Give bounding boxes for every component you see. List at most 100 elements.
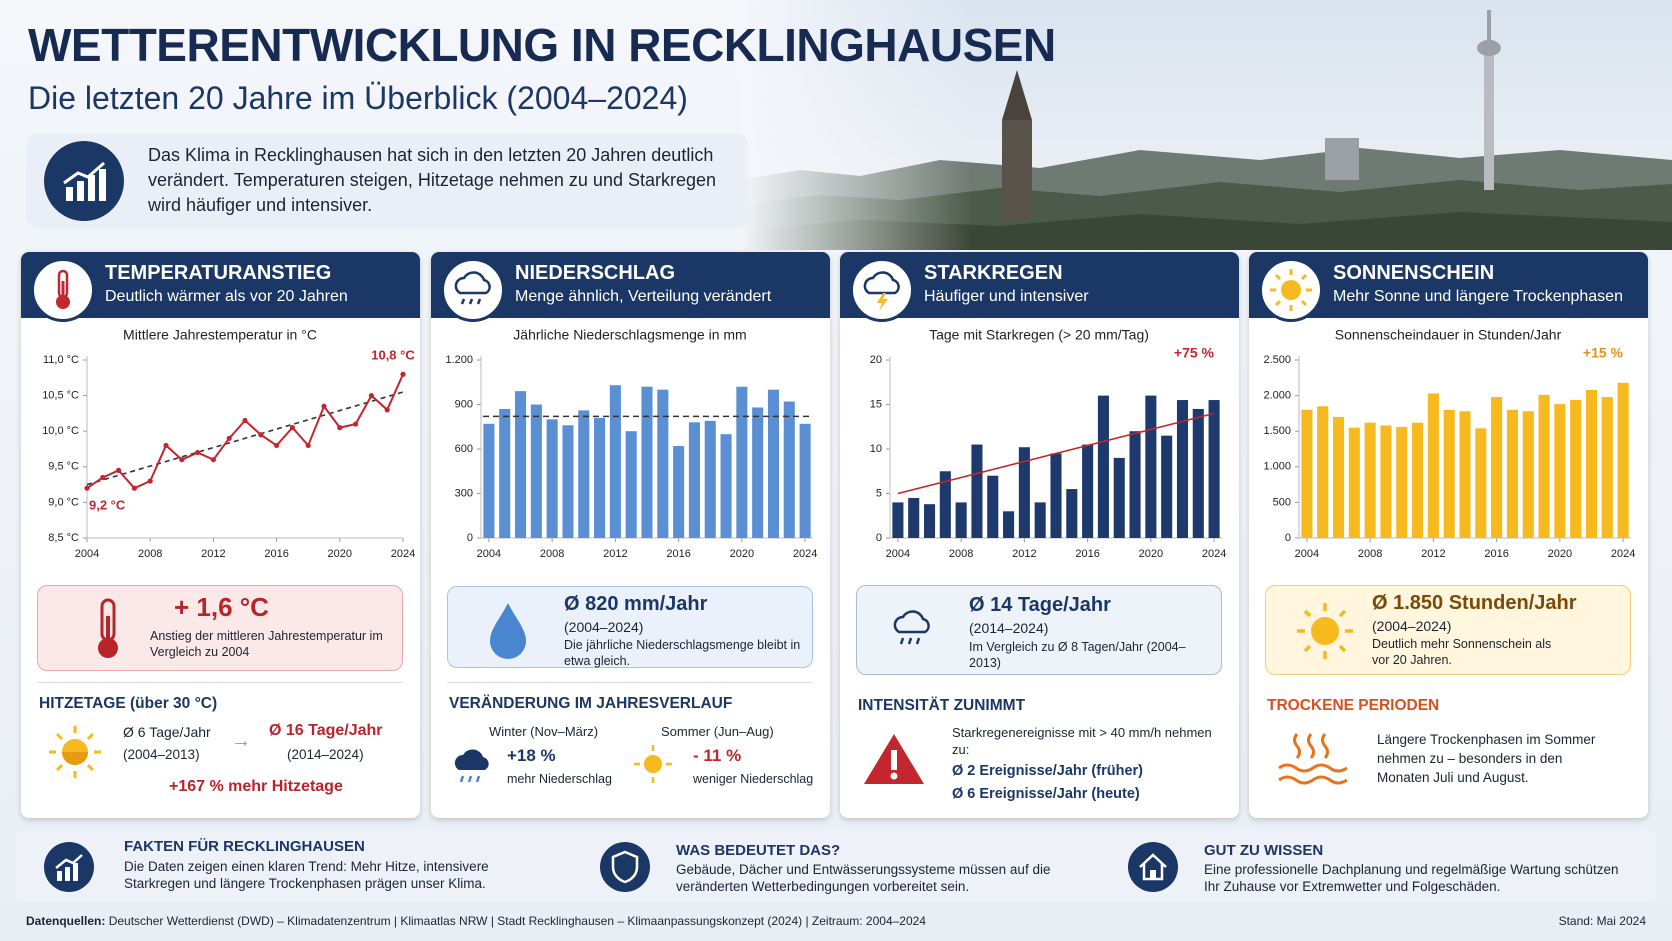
- stat-box: Ø 1.850 Stunden/Jahr (2004–2024) Deutlic…: [1265, 585, 1631, 675]
- house-icon: [1128, 842, 1178, 892]
- section-title: TROCKENE PERIODEN: [1267, 697, 1440, 714]
- point: [100, 474, 106, 481]
- heat-icon: [1278, 733, 1348, 785]
- x-tick-label: 2004: [886, 548, 910, 560]
- x-tick-label: 2024: [1611, 548, 1635, 560]
- arrow: →: [231, 730, 251, 752]
- bar: [688, 422, 700, 538]
- section-title: VERÄNDERUNG IM JAHRESVERLAUF: [449, 695, 733, 712]
- stat-box: Ø 820 mm/Jahr (2004–2024) Die jährliche …: [447, 586, 813, 668]
- x-tick-label: 2016: [666, 548, 690, 560]
- y-tick-label: 10,0 °C: [42, 425, 79, 437]
- fact-title: GUT ZU WISSEN: [1204, 842, 1324, 859]
- y-tick-label: 2.500: [1263, 354, 1291, 366]
- thermometer-icon: [31, 258, 95, 322]
- y-tick-label: 9,0 °C: [48, 496, 79, 508]
- x-tick-label: 2020: [328, 548, 352, 560]
- x-tick-label: 2004: [477, 548, 501, 560]
- bar: [799, 423, 811, 538]
- bar: [1570, 399, 1582, 538]
- trend-line: [86, 391, 404, 486]
- intro-icon: [44, 141, 124, 221]
- x-tick-label: 2024: [793, 548, 817, 560]
- x-tick-label: 2012: [1421, 548, 1445, 560]
- value-label: 9,2 °C: [89, 498, 126, 513]
- bar: [1427, 393, 1439, 538]
- y-tick-label: 500: [1273, 496, 1291, 508]
- bar: [546, 419, 558, 538]
- summer-icon: [634, 745, 672, 783]
- title: WETTERENTWICKLUNG IN RECKLINGHAUSEN: [28, 19, 1056, 71]
- bar: [1018, 447, 1030, 538]
- bar: [1161, 435, 1173, 538]
- fact-text: Eine professionelle Dachplanung und rege…: [1204, 862, 1619, 894]
- stat-note: Anstieg der mittleren Jahrestemperatur i…: [150, 629, 383, 659]
- stat-box: + 1,6 °C Anstieg der mittleren Jahrestem…: [37, 585, 403, 671]
- point: [368, 393, 374, 399]
- y-tick-label: 10,5 °C: [42, 390, 79, 402]
- bar: [1034, 502, 1046, 538]
- bar: [1332, 416, 1345, 538]
- precipitation-chart: Jährliche Niederschlagsmenge in mm 0 300 60…: [445, 327, 817, 560]
- winter-label: Winter (Nov–März): [489, 724, 599, 739]
- point: [147, 478, 153, 484]
- fact-title: FAKTEN FÜR RECKLINGHAUSEN: [124, 838, 365, 855]
- stat-value: Ø 1.850 Stunden/Jahr: [1372, 592, 1577, 614]
- x-tick-label: 2008: [540, 548, 564, 560]
- fact-text: Gebäude, Dächer und Entwässerungssysteme…: [676, 862, 1051, 894]
- intensity-intro: Starkregenereignisse mit > 40 mm/h nehme…: [952, 725, 1212, 757]
- chart-title: Mittlere Jahrestemperatur in °C: [123, 327, 317, 343]
- summer-label: Sommer (Jun–Aug): [661, 724, 774, 739]
- point: [321, 403, 327, 409]
- y-tick-label: 11,0 °C: [43, 354, 79, 366]
- bar: [1491, 397, 1503, 538]
- rain-icon: [441, 258, 505, 322]
- hot-days-result: +167 % mehr Hitzetage: [169, 778, 343, 795]
- bar: [955, 502, 967, 538]
- y-tick-label: 1.200: [445, 354, 473, 366]
- bar: [530, 404, 542, 538]
- bar: [1145, 395, 1157, 538]
- bar: [673, 446, 685, 538]
- intro-text: Das Klima in Recklinghausen hat sich in …: [148, 145, 717, 215]
- x-tick-label: 2012: [1012, 548, 1036, 560]
- warning-icon: [864, 734, 924, 784]
- bar: [1475, 428, 1487, 538]
- bar: [1585, 389, 1598, 538]
- bar: [578, 410, 590, 538]
- stat-value: Ø 14 Tage/Jahr: [969, 594, 1111, 616]
- stat-period: (2004–2024): [564, 619, 644, 635]
- dry-text: Längere Trockenphasen im Sommer nehmen z…: [1377, 732, 1596, 785]
- bar: [1301, 409, 1313, 538]
- chart-title: Tage mit Starkregen (> 20 mm/Tag): [929, 327, 1149, 343]
- facts-icon: [44, 842, 94, 892]
- chart-title: Sonnenscheindauer in Stunden/Jahr: [1335, 327, 1562, 343]
- bar: [499, 408, 511, 538]
- bar: [1082, 444, 1094, 538]
- bar: [1459, 411, 1471, 538]
- bar: [1348, 427, 1360, 538]
- x-tick-label: 2020: [1548, 548, 1572, 560]
- x-tick-label: 2004: [1295, 548, 1319, 560]
- bar: [1364, 422, 1376, 538]
- bar: [1538, 394, 1550, 538]
- bar: [971, 444, 983, 538]
- winter-note: mehr Niederschlag: [507, 772, 612, 786]
- bar: [1129, 431, 1141, 538]
- winter-icon: [454, 749, 489, 783]
- hot-days-before-period: (2004–2013): [123, 747, 200, 762]
- point: [384, 407, 390, 413]
- point: [289, 425, 295, 431]
- bar: [1317, 406, 1329, 538]
- bar: [908, 497, 920, 538]
- bar: [1443, 409, 1455, 538]
- bar: [1208, 400, 1220, 538]
- bar: [736, 386, 748, 538]
- hot-days-after: Ø 16 Tage/Jahr: [269, 722, 383, 739]
- y-tick-label: 1.000: [1263, 461, 1291, 473]
- x-tick-label: 2020: [1139, 548, 1163, 560]
- panel-subtitle: Menge ähnlich, Verteilung verändert: [515, 288, 772, 305]
- y-tick-label: 600: [455, 443, 473, 455]
- panel-title: SONNENSCHEIN: [1333, 262, 1495, 284]
- storm-icon: [850, 258, 914, 322]
